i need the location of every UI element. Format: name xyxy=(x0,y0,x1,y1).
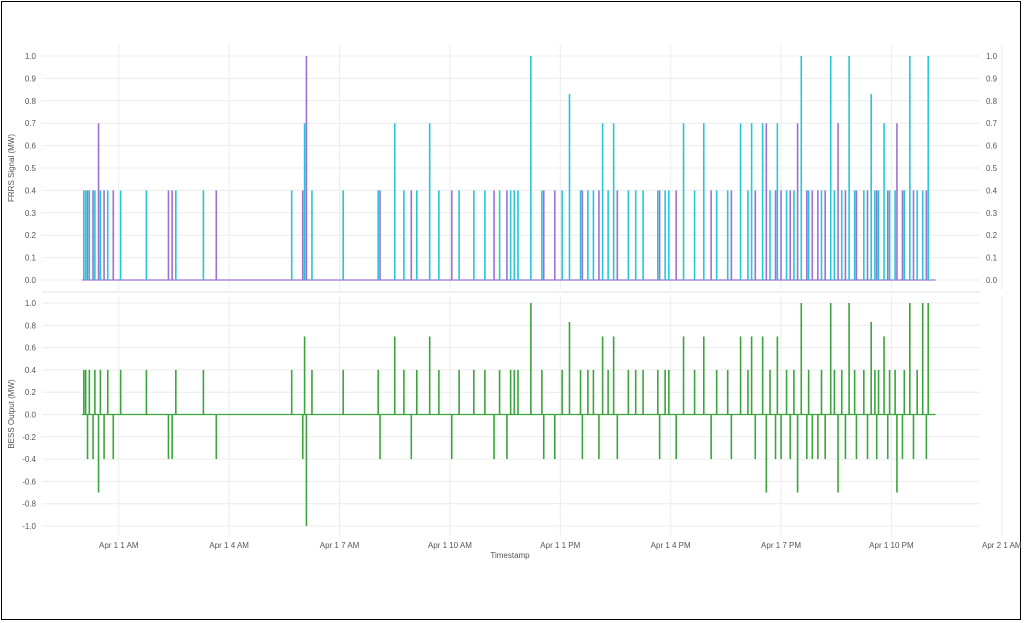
top-right-y-tick-label: 0.5 xyxy=(986,164,998,173)
tick-layer: 0.0 0.0 0.1 0.1 0.2 0.2 0.3 0.3 0.4 0.4 0.5 0.5 0.6 0… xyxy=(22,52,1022,550)
x-tick-label: Apr 1 1 PM xyxy=(540,541,580,550)
bottom-y-tick-label: -1.0 xyxy=(22,522,36,531)
x-tick-label: Apr 2 1 AM xyxy=(982,541,1022,550)
top-right-y-tick-label: 0.8 xyxy=(986,97,998,106)
top-y-axis-title: FRRS Signal (MW) xyxy=(7,134,16,202)
top-right-y-tick-label: 1.0 xyxy=(986,52,998,61)
x-tick-label: Apr 1 10 PM xyxy=(869,541,914,550)
series-layer xyxy=(82,56,936,526)
top-y-tick-label: 0.0 xyxy=(25,276,37,285)
top-y-tick-label: 0.6 xyxy=(25,142,37,151)
x-tick-label: Apr 1 4 AM xyxy=(209,541,249,550)
top-y-tick-label: 0.1 xyxy=(25,254,37,263)
bottom-y-axis-title: BESS Output (MW) xyxy=(7,379,16,449)
bottom-y-tick-label: 1.0 xyxy=(25,299,37,308)
bottom-y-tick-label: -0.6 xyxy=(22,477,36,486)
top-y-tick-label: 0.3 xyxy=(25,209,37,218)
top-right-y-tick-label: 0.2 xyxy=(986,231,998,240)
top-right-y-tick-label: 0.4 xyxy=(986,186,998,195)
x-tick-label: Apr 1 10 AM xyxy=(428,541,472,550)
top-right-y-tick-label: 0.7 xyxy=(986,119,998,128)
bottom-y-tick-label: 0.0 xyxy=(25,411,37,420)
top-right-y-tick-label: 0.9 xyxy=(986,74,998,83)
top-right-y-tick-label: 0.0 xyxy=(986,276,998,285)
top-y-tick-label: 0.2 xyxy=(25,231,37,240)
top-y-tick-label: 0.9 xyxy=(25,74,37,83)
top-right-y-tick-label: 0.6 xyxy=(986,142,998,151)
top-y-tick-label: 0.8 xyxy=(25,97,37,106)
top-y-tick-label: 1.0 xyxy=(25,52,37,61)
top-y-tick-label: 0.4 xyxy=(25,186,37,195)
x-tick-label: Apr 1 1 AM xyxy=(99,541,139,550)
bottom-y-tick-label: -0.8 xyxy=(22,500,36,509)
grid-layer xyxy=(42,45,1003,535)
bottom-y-tick-label: 0.2 xyxy=(25,388,37,397)
x-tick-label: Apr 1 7 PM xyxy=(761,541,801,550)
bottom-y-tick-label: -0.4 xyxy=(22,455,36,464)
top-y-tick-label: 0.5 xyxy=(25,164,37,173)
x-axis-title: Timestamp xyxy=(490,551,530,560)
top-right-y-tick-label: 0.3 xyxy=(986,209,998,218)
top-right-y-tick-label: 0.1 xyxy=(986,254,998,263)
bottom-y-tick-label: -0.2 xyxy=(22,433,36,442)
x-tick-label: Apr 1 7 AM xyxy=(320,541,360,550)
bottom-y-tick-label: 0.4 xyxy=(25,366,37,375)
top-y-tick-label: 0.7 xyxy=(25,119,37,128)
bottom-y-tick-label: 0.8 xyxy=(25,321,37,330)
x-tick-label: Apr 1 4 PM xyxy=(651,541,691,550)
bottom-y-tick-label: 0.6 xyxy=(25,344,37,353)
